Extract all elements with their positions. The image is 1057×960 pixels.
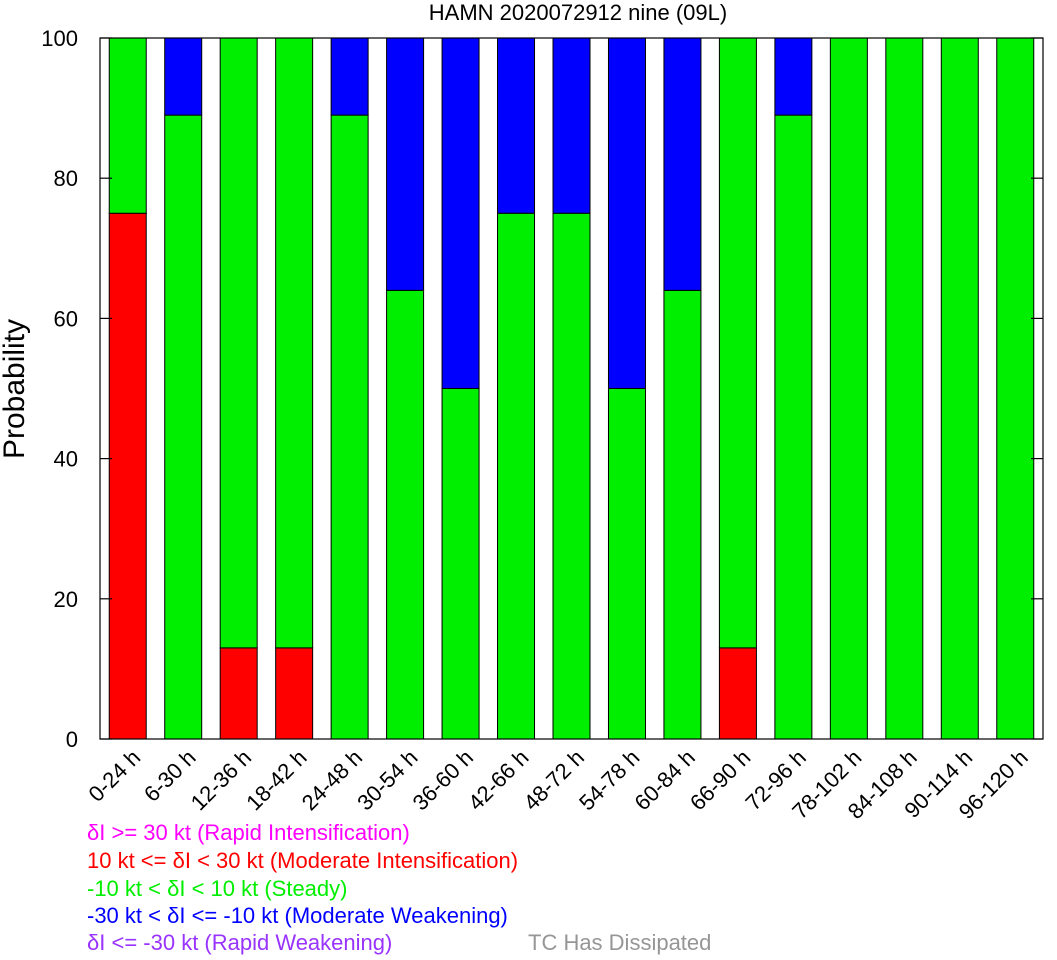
bar-steady-3 <box>275 37 314 649</box>
bar-steady-4 <box>330 114 369 740</box>
bar-steady-12 <box>774 114 813 740</box>
y-tick-label: 0 <box>66 727 78 752</box>
bar-moderate-weakening-6 <box>441 37 480 389</box>
bar-steady-7 <box>497 212 536 740</box>
x-tick-label: 66-90 h <box>685 745 755 815</box>
legend-entry-rapid-intensification: δI >= 30 kt (Rapid Intensification) <box>87 820 410 845</box>
x-tick-label: 48-72 h <box>519 745 589 815</box>
y-tick-label: 60 <box>54 306 78 331</box>
dissipated-note: TC Has Dissipated <box>528 930 712 955</box>
bar-moderate-weakening-7 <box>497 37 536 214</box>
x-tick-label: 12-36 h <box>186 745 256 815</box>
bar-steady-6 <box>441 388 480 740</box>
legend-entry-steady: -10 kt < δI < 10 kt (Steady) <box>87 876 348 901</box>
bar-moderate-weakening-5 <box>386 37 425 291</box>
bar-moderate-weakening-8 <box>552 37 591 214</box>
plot-frame <box>99 37 1044 740</box>
axes <box>99 37 1044 740</box>
x-tick-label: 42-66 h <box>463 745 533 815</box>
x-ticks: 0-24 h6-30 h12-36 h18-42 h24-48 h30-54 h… <box>83 745 1032 824</box>
x-tick-label: 0-24 h <box>83 745 145 807</box>
bar-moderate-intensification-3 <box>275 647 314 740</box>
chart-title: HAMN 2020072912 nine (09L) <box>429 0 727 25</box>
y-tick-label: 80 <box>54 166 78 191</box>
bar-group <box>108 37 1035 740</box>
bar-steady-13 <box>829 37 868 740</box>
bar-moderate-intensification-2 <box>219 647 258 740</box>
bar-moderate-weakening-10 <box>663 37 702 291</box>
x-tick-label: 54-78 h <box>574 745 644 815</box>
bar-moderate-intensification-0 <box>108 212 147 740</box>
x-tick-label: 24-48 h <box>297 745 367 815</box>
bar-steady-5 <box>386 289 425 740</box>
bar-steady-2 <box>219 37 258 649</box>
y-ticks: 0 20 40 60 80 100 <box>41 26 1043 752</box>
bar-steady-16 <box>996 37 1035 740</box>
y-tick-label: 40 <box>54 447 78 472</box>
bar-steady-9 <box>607 388 646 740</box>
x-tick-label: 36-60 h <box>408 745 478 815</box>
x-tick-label: 60-84 h <box>630 745 700 815</box>
y-tick-label: 100 <box>41 26 78 51</box>
bar-moderate-weakening-9 <box>607 37 646 389</box>
bar-steady-10 <box>663 289 702 740</box>
bar-steady-14 <box>885 37 924 740</box>
bar-steady-11 <box>718 37 757 649</box>
bar-steady-15 <box>940 37 979 740</box>
bar-moderate-intensification-11 <box>718 647 757 740</box>
bar-steady-8 <box>552 212 591 740</box>
x-tick-label: 30-54 h <box>352 745 422 815</box>
bar-moderate-weakening-12 <box>774 37 813 116</box>
y-tick-label: 20 <box>54 587 78 612</box>
legend-entry-rapid-weakening: δI <= -30 kt (Rapid Weakening) <box>87 930 393 955</box>
x-tick-label: 18-42 h <box>241 745 311 815</box>
y-axis-label: Probability <box>0 319 31 459</box>
legend-entry-moderate-weakening: -30 kt < δI <= -10 kt (Moderate Weakenin… <box>87 903 508 928</box>
legend-entry-moderate-intensification: 10 kt <= δI < 30 kt (Moderate Intensific… <box>87 848 519 873</box>
bar-moderate-weakening-4 <box>330 37 369 116</box>
bar-steady-1 <box>164 114 203 740</box>
bar-moderate-weakening-1 <box>164 37 203 116</box>
bar-steady-0 <box>108 37 147 214</box>
